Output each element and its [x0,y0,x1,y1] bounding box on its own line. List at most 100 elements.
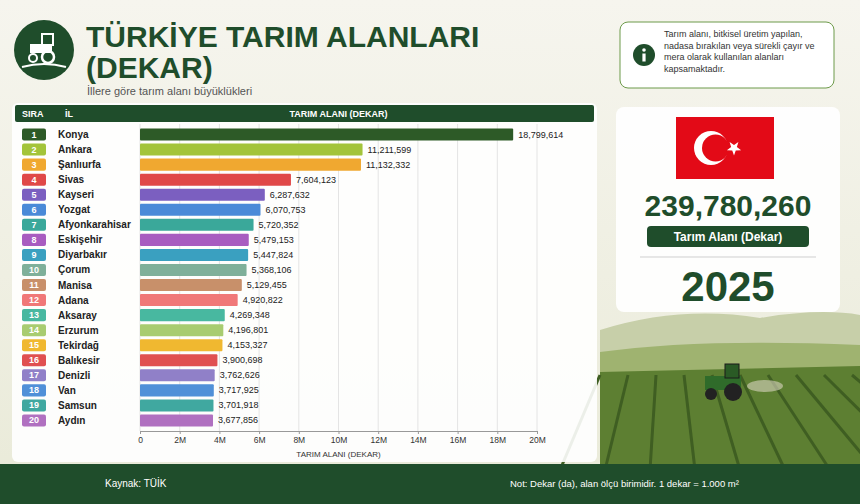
furrow [740,375,785,470]
tick: 0 [138,431,143,445]
info-note: Tarım alanı, bitkisel üretim yapılan, nad… [664,29,815,74]
rank-badge [22,414,46,426]
data-label: 5,129,455 [247,280,287,290]
furrow [824,375,860,470]
info-icon-circle [633,44,655,66]
rank-badge [22,384,46,396]
bar [140,354,217,366]
category-label: Denizli [58,370,90,381]
tick-label: 14M [410,435,427,445]
data-label: 7,604,123 [296,175,336,185]
summary-card [616,107,840,312]
field [600,366,860,470]
rank-label: 2 [31,145,36,155]
row-labels: 1Konya2Ankara3Şanlıurfa4Sivas5Kayseri6Yo… [22,129,131,427]
tick-mark [339,431,340,434]
category-label: Aksaray [58,310,97,321]
bar [140,309,225,321]
tractor-wheel [705,388,717,400]
rank-badge [22,129,46,141]
tick: 12M [370,431,387,445]
tractor-cab [725,364,739,378]
bar [140,414,213,426]
info-icon-dot [642,48,646,52]
rank-badge [22,309,46,321]
category-label: Ankara [58,144,92,155]
text-line: mera olarak kullanılan alanları [664,52,784,62]
icon-tractor-cab [42,34,53,45]
rank-badge [22,264,46,276]
category-label: Manisa [58,280,92,291]
rank-label: 5 [31,190,36,200]
column-header: İL [65,109,74,119]
rank-badge [22,174,46,186]
text-line: TÜRKİYE TARIM ALANLARI [86,20,479,53]
data-label: 6,287,632 [270,190,310,200]
grid-line [497,124,498,431]
text-line: Tarım alanı, bitkisel üretim yapılan, [664,29,803,39]
bar [140,384,214,396]
year: 2025 [681,263,774,310]
tick: 10M [331,431,348,445]
tick-label: 0 [138,435,143,445]
column-header-bar [15,105,594,122]
category-label: Eskişehir [58,234,103,245]
furrow [650,375,656,470]
data-label: 5,479,153 [254,235,294,245]
rank-badge [22,339,46,351]
grid-line [378,124,379,431]
tick-label: 8M [293,435,305,445]
tick: 14M [410,431,427,445]
bar [140,234,249,246]
category-label: Kayseri [58,189,94,200]
tick-label: 6M [254,435,266,445]
flag-crescent-inner [702,135,729,162]
divider [640,257,816,258]
rank-label: 13 [29,310,39,320]
furrow [605,375,628,470]
rank-label: 8 [31,235,36,245]
tick-label: 2M [174,435,186,445]
tick-mark [458,431,459,434]
category-label: Diyarbakır [58,249,107,260]
tick-label: 16M [450,435,467,445]
grid [140,124,537,431]
category-label: Çorum [58,264,90,275]
rank-label: 12 [29,295,39,305]
background [0,0,860,504]
icon-wheel [29,54,37,62]
bar [140,339,222,351]
tick-mark [140,431,141,434]
tick: 18M [490,431,507,445]
flag-star [727,142,741,156]
title: TÜRKİYE TARIM ALANLARI(DEKAR) [86,20,479,84]
column-header: SIRA [22,109,44,119]
rank-badge [22,144,46,156]
column-header: TARIM ALANI (DEKAR) [290,109,388,119]
icon-wheel [42,51,54,63]
text-line: nadasa bırakılan veya sürekli çayır ve [664,41,815,51]
data-label: 5,447,824 [253,250,293,260]
tick: 16M [450,431,467,445]
total-value: 239,780,260 [645,189,812,222]
tick: 20M [529,431,546,445]
text-line: (DEKAR) [86,51,213,84]
data-label: 3,900,698 [222,355,262,365]
data-label: 18,799,614 [518,130,563,140]
category-label: Afyonkarahisar [58,219,131,230]
rank-badge [22,204,46,216]
tick-label: 12M [370,435,387,445]
rank-label: 6 [31,205,36,215]
chart-panel [12,103,597,462]
rank-label: 9 [31,250,36,260]
header-icon [14,20,74,80]
footer-note: Not: Dekar (da), alan ölçü birimidir. 1 … [510,478,739,489]
grid-line [537,124,538,431]
rank-badge [22,219,46,231]
text-line: kapsamaktadır. [664,64,725,74]
category-label: Yozgat [58,204,91,215]
hills [600,312,860,470]
rank-label: 1 [31,130,36,140]
rank-badge [22,234,46,246]
data-label: 3,762,626 [220,370,260,380]
